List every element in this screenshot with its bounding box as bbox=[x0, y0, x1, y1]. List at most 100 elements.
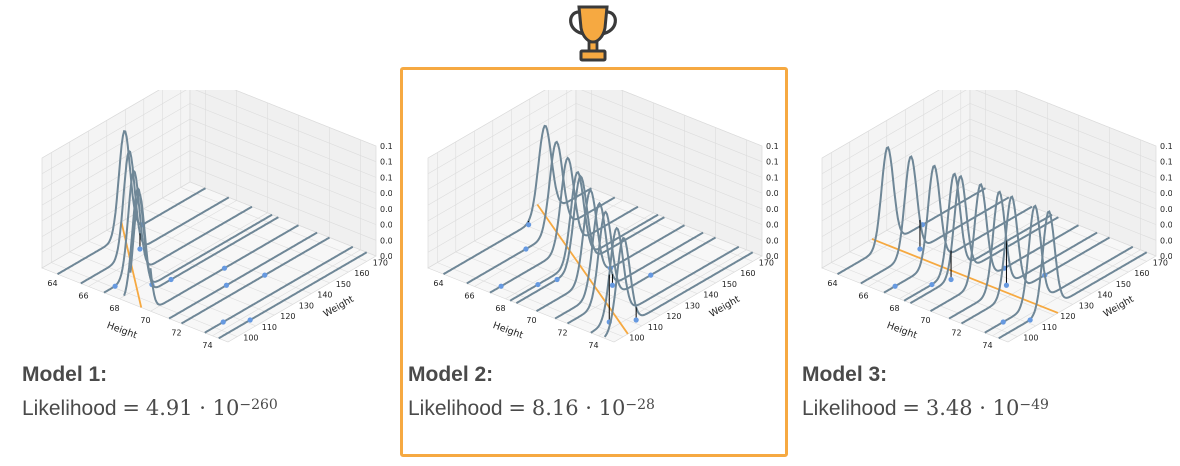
grid-line bbox=[41, 90, 377, 174]
z-tick-label: 0.02 bbox=[380, 236, 392, 245]
likelihood-exponent: −28 bbox=[625, 397, 655, 413]
likelihood-value: 3.48 · 10 bbox=[925, 396, 1020, 420]
grid-line bbox=[821, 90, 1157, 159]
model-panel-2: 64 66 68 70 72 74 100 110 120 130 140 150 160 170 0.0 0… bbox=[386, 0, 780, 466]
x-tick-label: 66 bbox=[78, 292, 88, 301]
data-point bbox=[609, 282, 616, 288]
y-tick-label: 160 bbox=[1134, 269, 1149, 278]
density-curve bbox=[998, 210, 1148, 340]
density-curve bbox=[204, 245, 354, 334]
z-tick-label: 0.08 bbox=[380, 189, 392, 198]
grid-line bbox=[821, 181, 1157, 269]
likelihood-value: 4.91 · 10 bbox=[145, 396, 240, 420]
x-tick-label: 74 bbox=[202, 341, 212, 350]
y-tick-label: 120 bbox=[1060, 312, 1075, 321]
z-tick-label: 0.00 bbox=[766, 252, 778, 261]
x-tick-label: 68 bbox=[109, 304, 119, 313]
data-point bbox=[523, 246, 529, 252]
z-tick-label: 0.10 bbox=[380, 173, 392, 182]
density-curve bbox=[590, 226, 740, 334]
model-2-caption: Model 2: Likelihood = 8.16 · 10−28 bbox=[408, 362, 655, 423]
model-3-likelihood: Likelihood = 3.48 · 10−49 bbox=[802, 394, 1049, 423]
y-tick-label: 130 bbox=[299, 301, 314, 310]
density-curve bbox=[909, 174, 1059, 305]
regression-line bbox=[871, 238, 1059, 314]
grid-line bbox=[821, 150, 1157, 237]
density-curve bbox=[903, 172, 1053, 302]
grid-line bbox=[821, 118, 1157, 206]
y-tick-label: 100 bbox=[629, 334, 644, 343]
data-point bbox=[554, 276, 560, 283]
y-tick-label: 130 bbox=[1079, 301, 1094, 310]
z-tick-label: 0.14 bbox=[766, 142, 778, 151]
model-1-likelihood: Likelihood = 4.91 · 10−260 bbox=[22, 394, 278, 423]
y-tick-label: 150 bbox=[1116, 280, 1131, 289]
z-tick-label: 0.06 bbox=[1160, 205, 1172, 214]
likelihood-label: Likelihood bbox=[22, 397, 117, 420]
equals-sign: = bbox=[902, 396, 921, 420]
y-tick-label: 110 bbox=[262, 323, 277, 332]
x-tick-label: 66 bbox=[464, 292, 474, 301]
data-point bbox=[917, 246, 923, 252]
x-tick-label: 66 bbox=[858, 292, 868, 301]
x-axis-label: Height bbox=[105, 320, 139, 341]
x-tick-label: 70 bbox=[920, 316, 930, 325]
z-tick-label: 0.08 bbox=[766, 189, 778, 198]
z-tick-label: 0.12 bbox=[766, 158, 778, 167]
grid-line bbox=[41, 150, 377, 237]
z-tick-label: 0.02 bbox=[766, 236, 778, 245]
density-curve bbox=[960, 195, 1111, 325]
density-curve bbox=[566, 210, 717, 325]
z-tick-label: 0.08 bbox=[1160, 189, 1172, 198]
model-panel-1: 64 66 68 70 72 74 100 110 120 130 140 150 160 170 0.0 0… bbox=[0, 0, 392, 466]
grid-line bbox=[41, 181, 377, 269]
z-tick-label: 0.14 bbox=[380, 142, 392, 151]
density-curve bbox=[984, 204, 1134, 334]
density-curve bbox=[466, 140, 616, 285]
y-tick-label: 130 bbox=[685, 301, 700, 310]
y-tick-label: 170 bbox=[1153, 258, 1168, 267]
data-point bbox=[112, 283, 118, 289]
x-tick-label: 72 bbox=[171, 329, 181, 338]
data-point bbox=[1027, 317, 1033, 323]
x-axis-label: Height bbox=[885, 320, 919, 341]
data-point bbox=[1000, 319, 1006, 325]
z-tick-label: 0.02 bbox=[1160, 236, 1172, 245]
grid-line bbox=[427, 134, 763, 222]
model-3-title: Model 3: bbox=[802, 363, 888, 386]
z-tick-label: 0.00 bbox=[380, 252, 392, 261]
y-tick-label: 110 bbox=[1042, 323, 1057, 332]
model-1-title: Model 1: bbox=[22, 363, 108, 386]
winner-highlight-frame bbox=[400, 67, 788, 457]
grid-line bbox=[427, 90, 763, 159]
y-tick-label: 140 bbox=[703, 291, 718, 300]
grid-line bbox=[821, 134, 1157, 222]
y-tick-label: 150 bbox=[336, 280, 351, 289]
data-point bbox=[220, 319, 226, 325]
model-1-caption: Model 1: Likelihood = 4.91 · 10−260 bbox=[22, 362, 278, 423]
density-curve bbox=[129, 191, 279, 289]
z-tick-label: 0.10 bbox=[766, 173, 778, 182]
data-point bbox=[247, 317, 253, 323]
grid-line bbox=[41, 103, 377, 190]
y-tick-label: 170 bbox=[373, 258, 388, 267]
y-tick-label: 140 bbox=[317, 291, 332, 300]
grid-line bbox=[41, 165, 377, 253]
grid-line bbox=[821, 90, 1157, 174]
x-tick-label: 64 bbox=[827, 279, 837, 288]
z-tick-label: 0.12 bbox=[1160, 158, 1172, 167]
model-2-title: Model 2: bbox=[408, 363, 494, 386]
data-point bbox=[498, 283, 504, 289]
density-curve bbox=[554, 201, 704, 320]
data-point bbox=[526, 222, 532, 228]
data-point bbox=[633, 317, 639, 323]
y-tick-label: 120 bbox=[666, 312, 681, 321]
data-point bbox=[168, 276, 174, 283]
likelihood-exponent: −260 bbox=[239, 397, 278, 413]
data-point bbox=[892, 283, 898, 289]
grid-line bbox=[427, 90, 763, 174]
grid-line bbox=[41, 118, 377, 206]
density-curve bbox=[80, 149, 230, 285]
